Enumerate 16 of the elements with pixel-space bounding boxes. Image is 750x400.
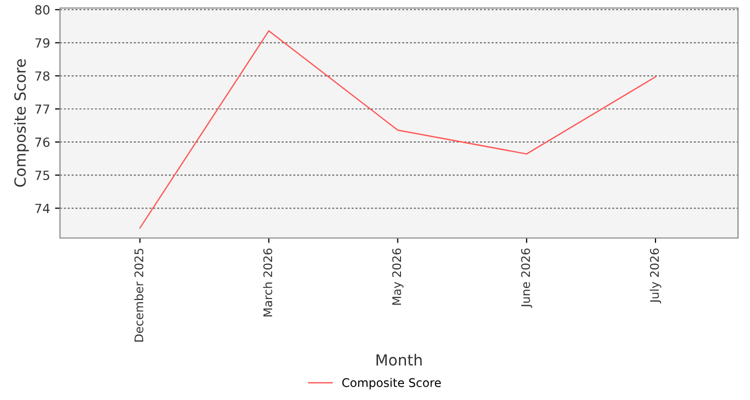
y-tick-label: 77 <box>35 104 50 114</box>
x-tick-label: May 2026 <box>392 248 404 305</box>
y-tick-label: 79 <box>35 38 50 48</box>
y-axis-title: Composite Score <box>14 59 29 187</box>
y-tick-label: 76 <box>35 138 50 147</box>
line-series <box>139 30 656 229</box>
x-tick-label: June 2026 <box>521 248 532 308</box>
x-axis-title: Month <box>376 354 422 366</box>
y-tick-label: 75 <box>35 170 50 180</box>
x-tick-label: December 2025 <box>134 248 144 342</box>
x-tick-label: July 2026 <box>650 248 662 304</box>
y-tick-label: 78 <box>35 71 50 81</box>
legend-label: Composite Score <box>342 378 441 390</box>
y-tick-label: 80 <box>35 5 50 15</box>
y-tick-label: 74 <box>35 204 50 213</box>
x-tick-label: March 2026 <box>263 248 272 316</box>
